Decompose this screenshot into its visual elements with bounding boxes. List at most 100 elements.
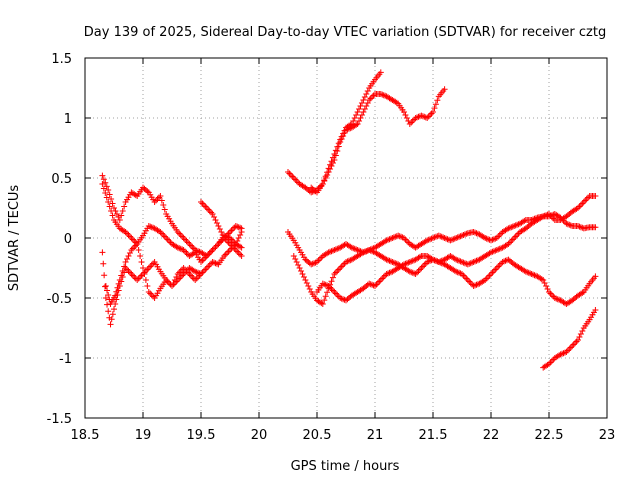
data-point-marker (179, 272, 186, 279)
data-point-marker (488, 249, 494, 256)
x-tick-label: 22 (483, 428, 500, 443)
data-point-marker (505, 225, 512, 232)
y-tick-label: -1.5 (47, 412, 72, 427)
data-point-marker (411, 270, 418, 277)
x-axis-label: GPS time / hours (291, 459, 400, 474)
data-point-marker (237, 243, 244, 250)
data-point-marker (176, 269, 183, 276)
data-point-marker (105, 187, 112, 193)
data-point-marker (106, 191, 113, 198)
data-point-marker (147, 290, 154, 297)
data-point-marker (100, 176, 107, 183)
data-point-marker (225, 248, 232, 255)
data-point-marker (332, 246, 339, 253)
data-point-marker (415, 113, 422, 120)
data-point-marker (202, 266, 209, 273)
data-point-marker (408, 269, 415, 276)
data-point-marker (343, 259, 349, 265)
data-point-marker (470, 283, 477, 289)
data-point-marker (466, 260, 473, 267)
data-point-marker (405, 259, 412, 266)
data-point-marker (225, 239, 232, 246)
data-point-marker (528, 271, 535, 277)
data-point-marker (144, 283, 151, 289)
data-point-marker (131, 244, 138, 250)
data-point-marker (435, 259, 442, 265)
data-point-marker (205, 206, 212, 213)
data-point-marker (472, 229, 479, 236)
data-point-marker (235, 235, 242, 241)
data-point-marker (444, 236, 451, 243)
data-point-marker (318, 300, 325, 307)
data-point-marker (119, 268, 126, 274)
series-track-d (102, 241, 204, 307)
data-point-marker (466, 278, 473, 285)
data-point-marker (147, 263, 154, 270)
series-track-b (99, 181, 245, 265)
data-point-marker (198, 271, 204, 277)
data-point-marker (324, 169, 331, 176)
data-point-marker (187, 242, 194, 249)
data-point-marker (292, 176, 299, 183)
data-point-marker (464, 277, 471, 283)
data-point-marker (312, 188, 319, 195)
data-point-marker (570, 341, 577, 348)
y-tick-label: 1 (64, 112, 72, 127)
data-point-marker (406, 268, 413, 275)
data-point-marker (451, 235, 458, 242)
data-point-marker (212, 244, 219, 250)
data-point-marker (293, 178, 300, 184)
data-point-marker (115, 280, 122, 287)
data-point-marker (573, 338, 580, 345)
data-point-marker (496, 232, 503, 238)
data-point-marker (118, 212, 125, 219)
data-point-marker (102, 190, 109, 196)
data-point-marker (461, 274, 468, 280)
data-point-marker (437, 233, 444, 240)
data-point-marker (396, 233, 403, 240)
data-point-marker (490, 268, 497, 274)
data-point-marker (209, 259, 216, 265)
data-point-marker (369, 94, 376, 100)
data-point-marker (113, 211, 120, 217)
data-point-marker (592, 193, 599, 199)
data-point-marker (319, 280, 326, 287)
data-point-marker (483, 235, 490, 242)
data-point-marker (293, 259, 300, 265)
data-point-marker (560, 350, 567, 357)
data-point-marker (583, 196, 590, 202)
data-point-marker (211, 214, 218, 220)
data-point-marker (174, 271, 181, 277)
data-point-marker (176, 230, 183, 237)
data-point-marker (402, 260, 409, 267)
data-point-marker (238, 253, 245, 259)
data-point-marker (198, 199, 204, 205)
data-point-marker (125, 268, 132, 274)
data-point-marker (353, 246, 360, 253)
data-point-marker (403, 260, 410, 267)
data-point-marker (182, 236, 189, 243)
data-point-marker (193, 269, 200, 276)
data-point-marker (406, 121, 413, 127)
data-point-marker (334, 292, 341, 298)
chart-title: Day 139 of 2025, Sidereal Day-to-day VTE… (84, 25, 606, 40)
data-point-marker (135, 247, 142, 253)
data-point-marker (350, 245, 357, 252)
data-point-marker (321, 281, 328, 288)
data-point-marker (366, 97, 373, 103)
series-track-e (198, 199, 245, 259)
data-point-marker (492, 266, 499, 273)
data-point-marker (387, 235, 394, 242)
axis-ticks: 18.5 19 19.5 20 20.5 21 21.5 22 22.5 23 -1.5 -1 -0.5… (47, 52, 616, 443)
data-point-marker (579, 328, 586, 334)
data-point-marker (213, 242, 220, 249)
data-point-marker (100, 260, 107, 267)
data-point-marker (377, 277, 384, 283)
data-point-marker (385, 257, 392, 264)
data-point-marker (559, 350, 566, 357)
data-point-marker (125, 232, 132, 238)
data-point-marker (541, 280, 548, 286)
data-point-marker (377, 91, 384, 97)
data-point-marker (456, 257, 463, 264)
data-point-marker (137, 274, 144, 280)
